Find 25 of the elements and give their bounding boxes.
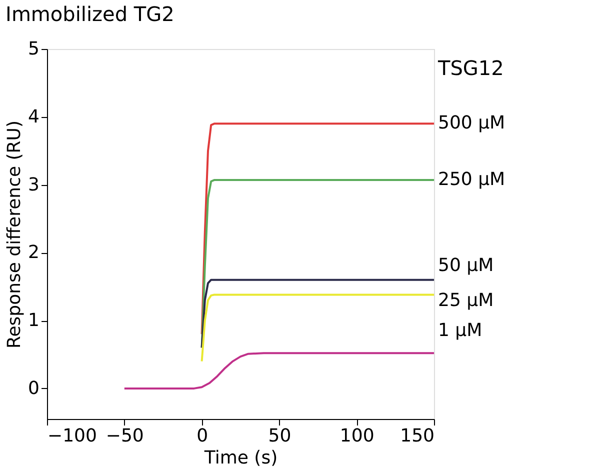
- x-tick-label: 50: [268, 426, 292, 446]
- y-tick-label: 5: [28, 38, 40, 60]
- series-label: 25 µM: [438, 290, 494, 311]
- y-axis-title: Response difference (RU): [4, 120, 26, 348]
- y-tick-label: 2: [28, 242, 40, 264]
- y-tick-label: 3: [28, 174, 40, 196]
- x-tick-label: −50: [106, 426, 144, 446]
- line-series: [200, 294, 434, 362]
- line-series: [123, 352, 434, 390]
- x-tick-label: 0: [196, 426, 208, 446]
- x-axis-title: Time (s): [203, 448, 278, 468]
- y-tick-label: 1: [28, 310, 40, 332]
- y-tick-label: 4: [28, 106, 40, 128]
- x-tick-label: 150: [400, 426, 434, 446]
- series-label: 1 µM: [438, 320, 482, 342]
- line-series: [200, 278, 434, 349]
- legend-title: TSG12: [437, 56, 504, 80]
- chart-title: Immobilized TG2: [6, 2, 174, 26]
- line-series: [200, 122, 434, 336]
- x-tick-label: 100: [340, 426, 374, 446]
- series-label: 250 µM: [438, 169, 506, 190]
- series-label: 500 µM: [438, 112, 506, 134]
- y-tick-label: 0: [28, 378, 40, 399]
- x-tick-label: −100: [48, 426, 97, 446]
- series-label: 50 µM: [438, 254, 494, 276]
